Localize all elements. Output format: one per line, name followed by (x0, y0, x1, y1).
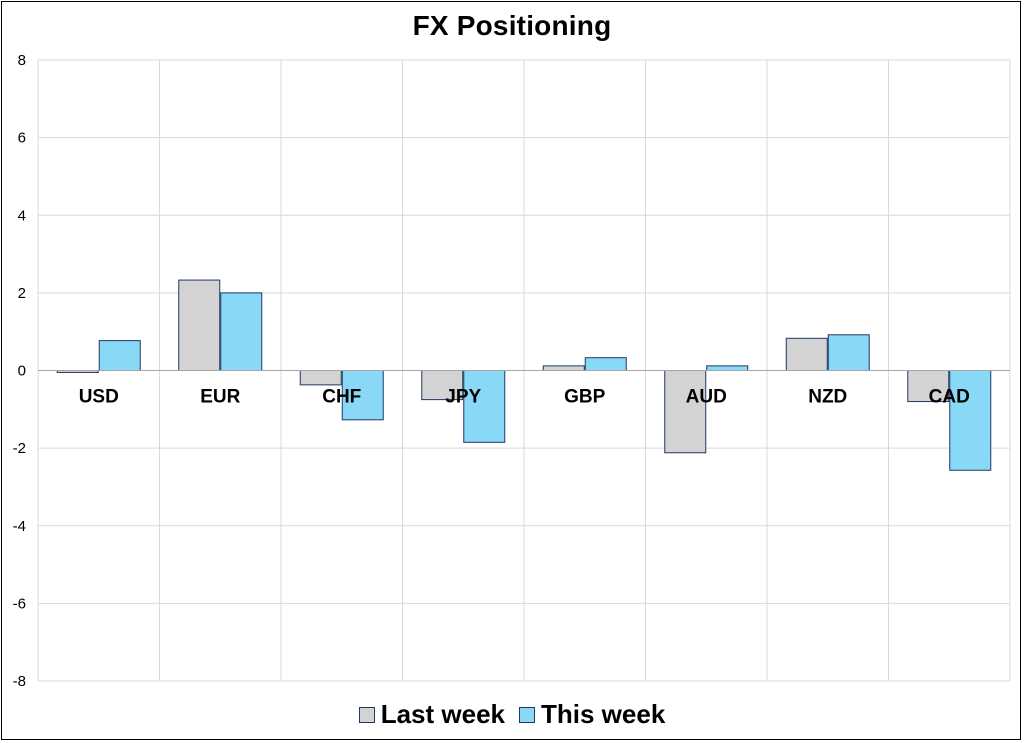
bar-this-week-nzd (827, 334, 870, 372)
x-tick-label-usd: USD (79, 387, 119, 408)
y-tick-label: 6 (18, 130, 26, 147)
y-tick-label: -4 (13, 518, 26, 535)
bar-this-week-usd (98, 340, 141, 372)
legend-swatch-last-week (358, 706, 375, 723)
bar-last-week-jpy (421, 370, 464, 401)
y-tick-label: 0 (18, 363, 26, 380)
legend-item-this-week: This week (519, 699, 665, 730)
bar-this-week-gbp (584, 357, 627, 371)
x-tick-label-gbp: GBP (564, 387, 606, 408)
bar-this-week-chf (341, 370, 384, 421)
chart-title: FX Positioning (412, 10, 612, 41)
bar-last-week-cad (907, 370, 950, 403)
x-tick-label-jpy: JPY (445, 387, 481, 408)
bar-this-week-cad (949, 370, 992, 471)
bar-this-week-aud (706, 365, 749, 371)
x-tick-label-aud: AUD (686, 387, 727, 408)
y-tick-label: -8 (13, 673, 26, 690)
bar-last-week-nzd (785, 337, 828, 371)
y-tick-label: 8 (18, 52, 26, 69)
x-tick-label-nzd: NZD (808, 387, 847, 408)
bar-this-week-eur (220, 292, 263, 371)
x-tick-label-eur: EUR (200, 387, 240, 408)
legend-label-this-week: This week (541, 699, 666, 729)
x-tick-label-chf: CHF (322, 387, 361, 408)
bar-last-week-aud (664, 370, 707, 454)
bar-last-week-chf (299, 370, 342, 386)
legend-label-last-week: Last week (380, 699, 505, 729)
y-tick-label: -6 (13, 595, 26, 612)
bar-last-week-eur (178, 279, 221, 371)
bar-this-week-jpy (463, 370, 506, 443)
x-tick-label-cad: CAD (929, 387, 970, 408)
legend-swatch-this-week (519, 706, 535, 723)
chart-legend: Last week This week (0, 699, 1024, 730)
y-tick-label: -2 (13, 440, 26, 457)
legend-item-last-week: Last week (358, 699, 505, 730)
bar-last-week-gbp (542, 365, 585, 371)
y-tick-label: 4 (18, 207, 26, 224)
y-tick-label: 2 (18, 285, 26, 302)
